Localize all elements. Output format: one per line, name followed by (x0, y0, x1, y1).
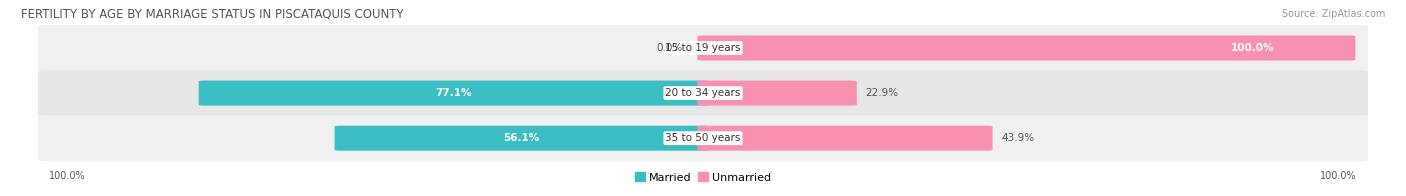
FancyBboxPatch shape (697, 126, 993, 151)
Text: 43.9%: 43.9% (1001, 133, 1033, 143)
FancyBboxPatch shape (198, 81, 709, 106)
Text: 20 to 34 years: 20 to 34 years (665, 88, 741, 98)
Text: FERTILITY BY AGE BY MARRIAGE STATUS IN PISCATAQUIS COUNTY: FERTILITY BY AGE BY MARRIAGE STATUS IN P… (21, 7, 404, 20)
Legend: Married, Unmarried: Married, Unmarried (636, 172, 770, 183)
FancyBboxPatch shape (335, 126, 709, 151)
FancyBboxPatch shape (38, 115, 1368, 161)
Text: 56.1%: 56.1% (503, 133, 540, 143)
FancyBboxPatch shape (38, 70, 1368, 116)
Text: 0.0%: 0.0% (657, 43, 683, 53)
Text: 77.1%: 77.1% (436, 88, 472, 98)
Text: Source: ZipAtlas.com: Source: ZipAtlas.com (1281, 9, 1385, 19)
Text: 100.0%: 100.0% (1232, 43, 1274, 53)
Text: 22.9%: 22.9% (865, 88, 898, 98)
Text: 100.0%: 100.0% (49, 171, 86, 181)
FancyBboxPatch shape (697, 35, 1355, 61)
FancyBboxPatch shape (38, 25, 1368, 71)
Text: 15 to 19 years: 15 to 19 years (665, 43, 741, 53)
Text: 35 to 50 years: 35 to 50 years (665, 133, 741, 143)
Text: 100.0%: 100.0% (1320, 171, 1357, 181)
FancyBboxPatch shape (697, 81, 856, 106)
